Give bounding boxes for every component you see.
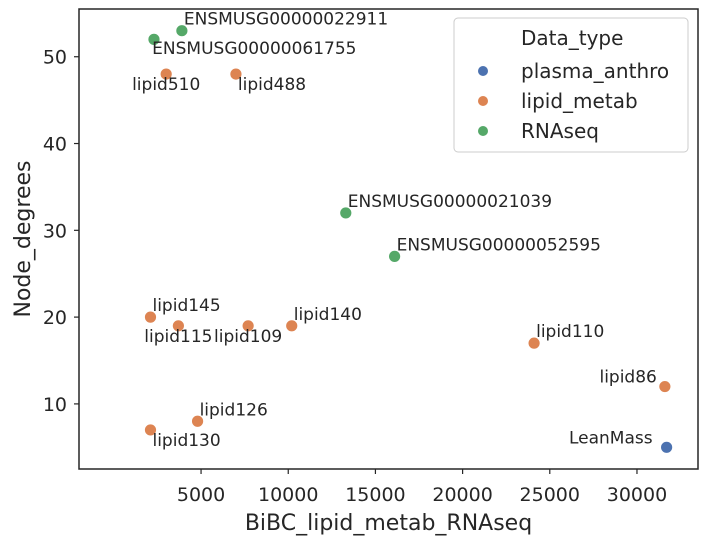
data-point-lipid_metab: [527, 336, 541, 350]
legend-entry-label: RNAseq: [521, 119, 599, 143]
data-point-RNAseq: [147, 32, 161, 46]
point-label: ENSMUSG00000061755: [152, 39, 356, 59]
x-axis-title: BiBC_lipid_metab_RNAseq: [245, 511, 532, 536]
legend-entry-label: plasma_anthro: [521, 59, 669, 83]
x-tick-label: 10000: [258, 484, 318, 506]
legend-title: Data_type: [521, 26, 623, 50]
data-point-plasma_anthro: [660, 440, 674, 454]
y-tick-label: 20: [43, 307, 67, 329]
point-label: lipid86: [599, 368, 656, 388]
data-point-lipid_metab: [285, 319, 299, 333]
legend-entry-label: lipid_metab: [521, 89, 638, 113]
y-tick-label: 10: [43, 394, 67, 416]
point-label: ENSMUSG00000052595: [397, 235, 601, 255]
data-point-lipid_metab: [658, 380, 672, 393]
point-label: lipid109: [214, 327, 282, 347]
point-label: ENSMUSG00000022911: [184, 10, 388, 30]
x-tick-label: 20000: [432, 484, 492, 506]
data-point-lipid_metab: [171, 319, 185, 333]
x-tick-label: 5000: [177, 484, 225, 506]
data-point-lipid_metab: [159, 67, 173, 81]
legend-marker-RNAseq: [478, 126, 488, 136]
data-point-lipid_metab: [241, 319, 255, 333]
data-point-lipid_metab: [144, 310, 157, 324]
legend-marker-lipid_metab: [478, 96, 488, 106]
point-label: ENSMUSG00000021039: [348, 192, 552, 212]
point-label: lipid130: [152, 431, 220, 451]
x-tick-label: 15000: [345, 484, 405, 506]
axes-layer: 5000 10000 15000 20000 25000 30000 10 20 30 40 50 B…: [11, 8, 699, 536]
point-label: lipid140: [294, 305, 362, 325]
point-label: LeanMass: [569, 428, 653, 448]
data-point-RNAseq: [339, 206, 353, 220]
data-point-lipid_metab: [191, 414, 204, 428]
y-tick-label: 50: [43, 47, 67, 69]
legend-marker-plasma_anthro: [478, 66, 488, 76]
point-label: lipid510: [132, 75, 200, 95]
data-point-RNAseq: [388, 249, 402, 263]
legend: Data_type plasma_anthro lipid_metab RNAseq: [453, 17, 689, 153]
x-tick-label: 25000: [520, 484, 580, 506]
point-labels-layer: ENSMUSG00000022911 ENSMUSG00000061755 lipi…: [132, 10, 657, 451]
point-label: lipid110: [536, 322, 604, 342]
x-tick-label: 30000: [607, 484, 667, 506]
point-label: lipid145: [152, 296, 220, 316]
data-point-lipid_metab: [144, 423, 157, 437]
points-layer: [144, 24, 674, 454]
point-label: lipid115: [144, 327, 212, 347]
point-label: lipid488: [238, 75, 306, 95]
y-tick-label: 40: [43, 134, 67, 156]
data-point-lipid_metab: [229, 67, 243, 81]
data-point-RNAseq: [175, 24, 189, 38]
point-label: lipid126: [200, 400, 268, 420]
plot-frame: [78, 8, 699, 470]
legend-box: [453, 17, 689, 153]
y-axis-title: Node_degrees: [11, 161, 36, 318]
y-tick-label: 30: [43, 220, 67, 242]
